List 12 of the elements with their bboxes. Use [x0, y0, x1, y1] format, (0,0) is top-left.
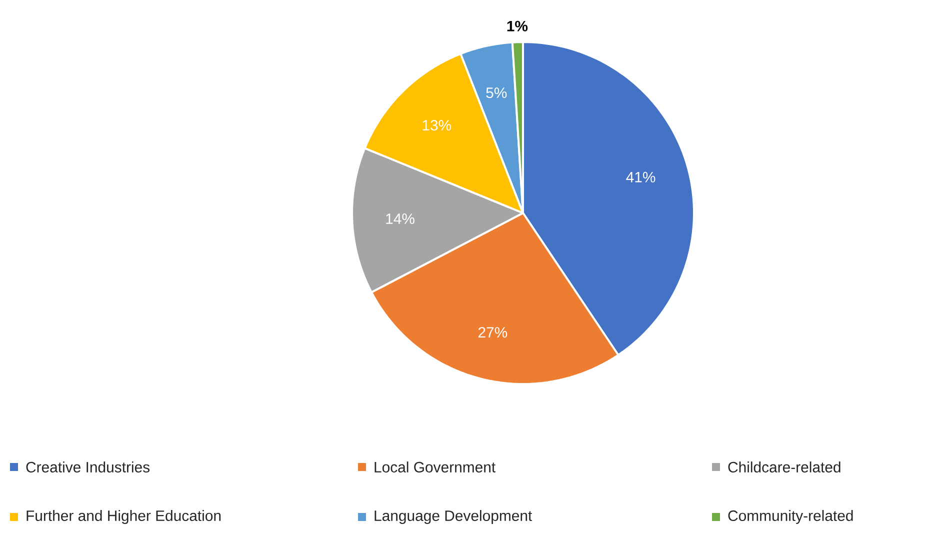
data-label: 14%	[386, 214, 414, 224]
legend-label: Community-related	[728, 510, 853, 524]
legend-label: Creative Industries	[26, 462, 150, 472]
data-label: 13%	[422, 120, 452, 131]
legend-label: Further and Higher Education	[26, 510, 221, 524]
legend-label: Language Development	[374, 510, 532, 524]
legend-label: Local Government	[374, 462, 496, 472]
data-label: 27%	[478, 327, 508, 338]
data-label: 41%	[626, 172, 656, 182]
data-label: 5%	[486, 88, 507, 98]
legend-label: Childcare-related	[728, 462, 840, 472]
data-label: 1%	[507, 20, 528, 32]
